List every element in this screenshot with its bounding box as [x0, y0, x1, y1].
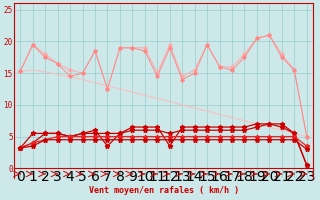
X-axis label: Vent moyen/en rafales ( km/h ): Vent moyen/en rafales ( km/h ) [89, 186, 238, 195]
